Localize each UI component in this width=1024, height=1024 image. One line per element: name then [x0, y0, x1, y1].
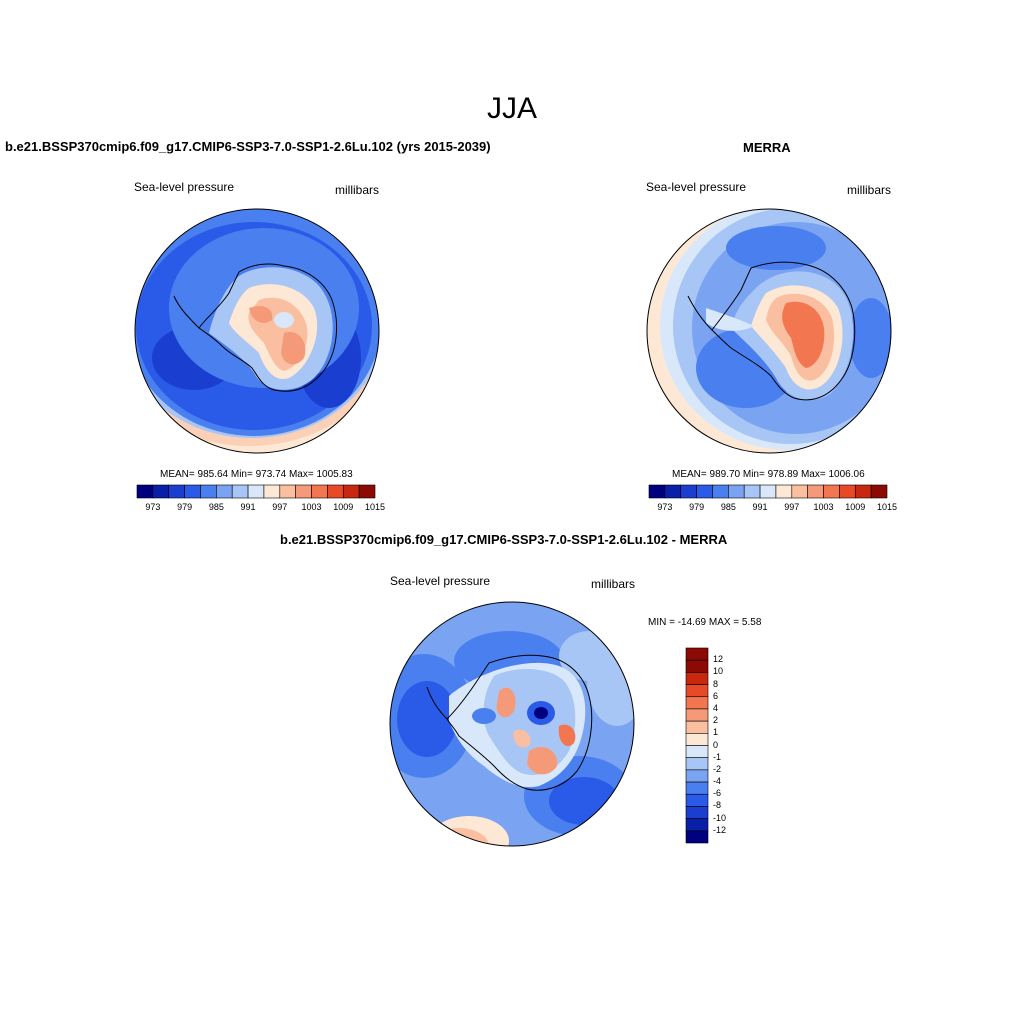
colorbar-swatch — [279, 484, 296, 499]
panel-3-units: millibars — [591, 577, 636, 591]
colorbar-tick-label: 2 — [713, 715, 719, 726]
panel-2-colorbar — [648, 484, 888, 499]
panel-1-units: millibars — [335, 183, 380, 197]
colorbar-swatch — [295, 484, 312, 499]
colorbar-swatch — [854, 484, 872, 499]
colorbar-tick-label: 6 — [713, 690, 719, 701]
colorbar-swatch — [263, 484, 281, 499]
colorbar-tick-label: 997 — [784, 502, 800, 512]
panel-2-title: MERRA — [743, 140, 791, 155]
colorbar-swatch — [664, 484, 682, 499]
colorbar-tick-label: 1003 — [813, 502, 834, 512]
colorbar-swatch — [342, 484, 360, 499]
colorbar-swatch — [685, 696, 709, 710]
colorbar-tick-label: -2 — [713, 763, 722, 774]
colorbar-swatch — [685, 708, 709, 722]
colorbar-tick-label: 997 — [272, 502, 288, 512]
panel-1-colorbar — [136, 484, 376, 499]
colorbar-tick-label: 8 — [713, 678, 719, 689]
colorbar-swatch — [685, 769, 709, 783]
colorbar-swatch — [743, 484, 761, 499]
colorbar-swatch — [870, 484, 888, 499]
panel-3-title: b.e21.BSSP370cmip6.f09_g17.CMIP6-SSP3-7.… — [280, 532, 728, 547]
panel-2-stats: MEAN= 989.70 Min= 978.89 Max= 1006.06 — [672, 469, 865, 480]
colorbar-tick-label: -10 — [713, 812, 727, 823]
colorbar-swatch — [685, 806, 709, 819]
colorbar-swatch — [791, 484, 808, 499]
colorbar-tick-label: 0 — [713, 739, 719, 750]
colorbar-swatch — [685, 830, 709, 844]
colorbar-swatch — [839, 484, 856, 499]
panel-1-colorbar-ticks: 973 979 985 991 997 1003 1009 1015 — [137, 502, 385, 514]
colorbar-swatch — [696, 484, 713, 499]
colorbar-swatch — [685, 733, 709, 746]
colorbar-swatch — [216, 484, 233, 499]
panel-2-variable: Sea-level pressure — [646, 180, 747, 194]
panel-3-colorbar — [685, 647, 709, 844]
colorbar-tick-label: 1015 — [876, 502, 898, 512]
colorbar-tick-label: 985 — [208, 502, 224, 512]
colorbar-swatch — [152, 484, 170, 499]
colorbar-tick-label: 973 — [657, 502, 673, 512]
colorbar-swatch — [823, 484, 840, 499]
colorbar-swatch — [759, 484, 777, 499]
colorbar-swatch — [168, 484, 185, 499]
colorbar-tick-label: 979 — [689, 502, 705, 512]
colorbar-tick-label: -8 — [713, 800, 722, 811]
colorbar-tick-label: 4 — [713, 702, 719, 713]
colorbar-swatch — [358, 484, 376, 499]
panel-3-map — [389, 601, 635, 847]
colorbar-tick-label: -1 — [713, 751, 722, 762]
colorbar-swatch — [136, 484, 154, 499]
colorbar-tick-label: 991 — [240, 502, 256, 512]
panel-3-variable: Sea-level pressure — [390, 574, 491, 588]
colorbar-swatch — [685, 745, 709, 758]
colorbar-swatch — [775, 484, 793, 499]
colorbar-swatch — [247, 484, 265, 499]
colorbar-swatch — [685, 659, 709, 673]
panel-2-colorbar-ticks: 973 979 985 991 997 1003 1009 1015 — [649, 502, 897, 514]
colorbar-swatch — [311, 484, 328, 499]
colorbar-tick-label: -4 — [713, 776, 722, 787]
colorbar-swatch — [685, 720, 709, 734]
colorbar-swatch — [685, 793, 709, 807]
colorbar-swatch — [648, 484, 666, 499]
colorbar-swatch — [200, 484, 217, 499]
colorbar-swatch — [680, 484, 697, 499]
colorbar-tick-label: -12 — [713, 824, 727, 835]
colorbar-swatch — [685, 818, 709, 832]
colorbar-swatch — [685, 781, 709, 795]
colorbar-tick-label: -6 — [713, 788, 722, 799]
colorbar-swatch — [712, 484, 729, 499]
colorbar-swatch — [685, 647, 709, 661]
colorbar-swatch — [327, 484, 344, 499]
colorbar-tick-label: 973 — [145, 502, 161, 512]
panel-3-stats: MIN = -14.69 MAX = 5.58 — [648, 617, 762, 628]
colorbar-tick-label: 1015 — [364, 502, 386, 512]
colorbar-swatch — [231, 484, 249, 499]
figure-title: JJA — [486, 92, 537, 125]
colorbar-tick-label: 1009 — [333, 502, 354, 512]
colorbar-swatch — [685, 757, 709, 771]
panel-1-variable: Sea-level pressure — [134, 180, 235, 194]
colorbar-tick-label: 985 — [720, 502, 736, 512]
colorbar-tick-label: 991 — [752, 502, 768, 512]
panel-1-stats: MEAN= 985.64 Min= 973.74 Max= 1005.83 — [160, 469, 353, 480]
colorbar-swatch — [685, 684, 709, 698]
colorbar-swatch — [807, 484, 824, 499]
colorbar-tick-label: 1 — [713, 727, 719, 738]
panel-2-units: millibars — [847, 183, 892, 197]
colorbar-tick-label: 1009 — [845, 502, 866, 512]
colorbar-tick-label: 10 — [713, 666, 724, 677]
panel-2-map — [646, 208, 892, 454]
panel-3-colorbar-ticks: 12 10 8 6 4 2 1 0 -1 -2 -4 -6 -8 -10 -12 — [711, 648, 751, 843]
panel-1-map — [134, 208, 380, 454]
colorbar-tick-label: 1003 — [301, 502, 322, 512]
colorbar-swatch — [728, 484, 745, 499]
colorbar-swatch — [184, 484, 201, 499]
colorbar-tick-label: 12 — [713, 654, 724, 665]
colorbar-swatch — [685, 672, 709, 685]
colorbar-tick-label: 979 — [177, 502, 193, 512]
panel-1-title: b.e21.BSSP370cmip6.f09_g17.CMIP6-SSP3-7.… — [5, 139, 491, 154]
